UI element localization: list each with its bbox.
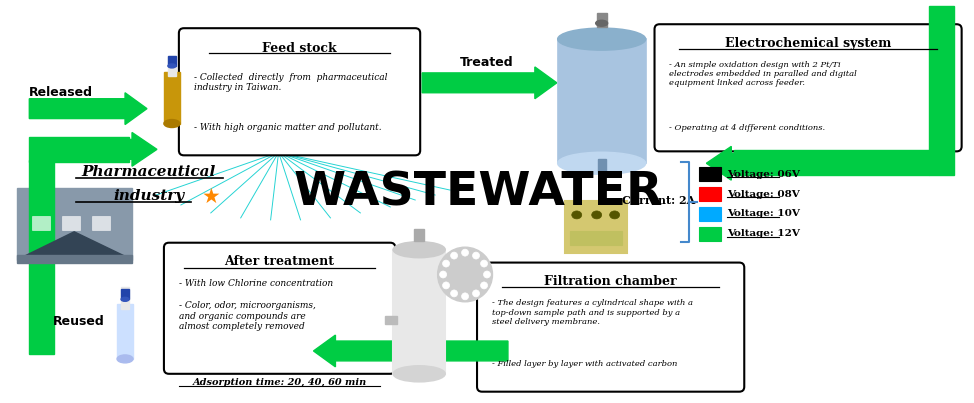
Ellipse shape	[610, 211, 619, 219]
Bar	[32, 216, 51, 230]
Bar	[699, 227, 722, 241]
Bar	[164, 72, 180, 124]
Bar	[18, 255, 132, 263]
Text: WASTEWATER: WASTEWATER	[293, 170, 662, 216]
Bar	[121, 287, 129, 309]
Bar	[565, 201, 626, 253]
Ellipse shape	[480, 282, 488, 289]
Bar	[121, 289, 129, 299]
Bar	[598, 159, 606, 173]
Text: Feed stock: Feed stock	[262, 42, 337, 54]
Ellipse shape	[393, 242, 445, 258]
Text: - With high organic matter and pollutant.: - With high organic matter and pollutant…	[194, 123, 382, 131]
Ellipse shape	[572, 211, 581, 219]
Bar	[18, 188, 132, 260]
Bar	[168, 56, 176, 66]
Text: Electrochemical system: Electrochemical system	[725, 37, 891, 50]
Text: Current: 2A: Current: 2A	[621, 195, 694, 206]
Ellipse shape	[451, 252, 458, 259]
Bar	[414, 229, 425, 241]
Text: Voltage: 06V: Voltage: 06V	[728, 170, 801, 179]
Ellipse shape	[472, 252, 479, 259]
Bar	[558, 39, 646, 163]
Text: Filtration chamber: Filtration chamber	[544, 275, 677, 288]
Text: After treatment: After treatment	[225, 255, 335, 268]
FancyBboxPatch shape	[477, 263, 744, 392]
Bar	[117, 304, 133, 359]
Bar	[393, 250, 445, 374]
Ellipse shape	[121, 297, 129, 301]
Bar	[699, 187, 722, 201]
Bar	[699, 167, 722, 181]
Bar	[734, 150, 929, 175]
Ellipse shape	[596, 20, 608, 26]
Bar	[62, 216, 80, 230]
Ellipse shape	[462, 249, 468, 256]
Bar	[386, 316, 397, 324]
Bar	[597, 13, 607, 27]
Ellipse shape	[439, 271, 447, 278]
Text: Voltage: 08V: Voltage: 08V	[728, 189, 800, 199]
Bar	[93, 216, 110, 230]
Text: - An simple oxidation design with 2 Pt/Ti
electrodes embedded in paralled and di: - An simple oxidation design with 2 Pt/T…	[669, 61, 857, 87]
Text: Treated: Treated	[460, 56, 514, 69]
FancyBboxPatch shape	[164, 243, 395, 374]
Bar	[929, 6, 954, 175]
Text: industry: industry	[113, 189, 184, 203]
Ellipse shape	[483, 271, 491, 278]
FancyArrow shape	[129, 133, 157, 166]
Ellipse shape	[462, 293, 468, 300]
Text: - The design features a cylindrical shape with a
top-down sample path and is sup: - The design features a cylindrical shap…	[492, 299, 693, 326]
FancyArrow shape	[422, 67, 557, 99]
Ellipse shape	[472, 290, 479, 297]
Bar	[699, 207, 722, 221]
Ellipse shape	[164, 120, 180, 127]
Bar	[570, 231, 621, 245]
Ellipse shape	[451, 290, 458, 297]
Ellipse shape	[558, 28, 646, 50]
FancyArrow shape	[29, 93, 147, 125]
Text: Released: Released	[29, 86, 94, 99]
FancyArrow shape	[314, 335, 507, 367]
Bar	[29, 137, 129, 162]
Text: - With low Chlorine concentration: - With low Chlorine concentration	[179, 279, 333, 289]
Text: - Operating at 4 different conditions.: - Operating at 4 different conditions.	[669, 124, 826, 131]
Bar	[29, 160, 55, 354]
Ellipse shape	[437, 247, 493, 302]
Ellipse shape	[558, 152, 646, 174]
Polygon shape	[18, 232, 132, 260]
Bar	[168, 56, 176, 76]
Text: Reused: Reused	[54, 315, 105, 328]
Ellipse shape	[442, 260, 450, 267]
Text: Pharmaceutical: Pharmaceutical	[82, 165, 216, 179]
Ellipse shape	[591, 211, 602, 219]
Text: - Color, odor, microorganisms,
and organic compounds are
almost completely remov: - Color, odor, microorganisms, and organ…	[179, 301, 316, 331]
FancyBboxPatch shape	[655, 24, 961, 152]
Text: Voltage: 12V: Voltage: 12V	[728, 229, 801, 238]
Text: - Filled layer by layer with activated carbon: - Filled layer by layer with activated c…	[492, 360, 677, 368]
Text: ★: ★	[202, 187, 220, 207]
Ellipse shape	[393, 366, 445, 382]
Ellipse shape	[168, 64, 176, 68]
Ellipse shape	[117, 355, 133, 363]
FancyArrow shape	[706, 146, 734, 180]
Text: Adsorption time: 20, 40, 60 min: Adsorption time: 20, 40, 60 min	[193, 378, 367, 387]
Text: - Collected  directly  from  pharmaceutical
industry in Taiwan.: - Collected directly from pharmaceutical…	[194, 73, 388, 92]
Text: Voltage: 10V: Voltage: 10V	[728, 210, 801, 218]
Ellipse shape	[442, 282, 450, 289]
Ellipse shape	[480, 260, 488, 267]
FancyBboxPatch shape	[179, 28, 420, 155]
